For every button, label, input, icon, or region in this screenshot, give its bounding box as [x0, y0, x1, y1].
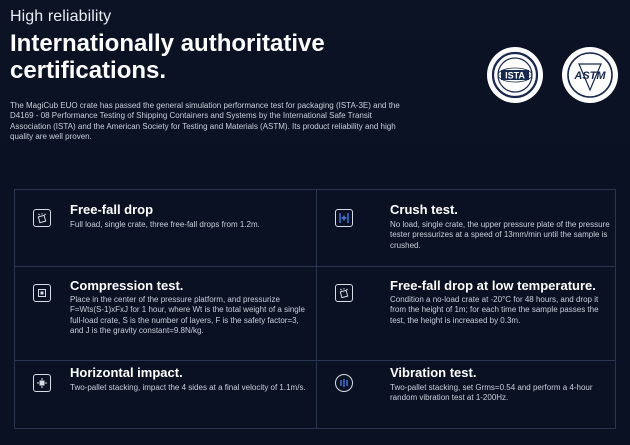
compression-icon [33, 284, 51, 302]
test-title: Free-fall drop at low temperature. [390, 278, 596, 293]
vibration-icon [335, 374, 353, 392]
hero-description: The MagiCub EUO crate has passed the gen… [10, 101, 400, 141]
test-title: Compression test. [70, 278, 184, 293]
test-card-crush: Crush test. No load, single crate, the u… [317, 190, 617, 266]
astm-badge-text: ASTM [573, 70, 606, 82]
drop-icon [33, 209, 51, 227]
test-title: Vibration test. [390, 365, 477, 380]
hero-section: High reliability Internationally authori… [0, 0, 630, 180]
test-card-compression: Compression test. Place in the center of… [15, 267, 315, 360]
test-description: Two-pallet stacking, impact the 4 sides … [70, 383, 306, 392]
test-card-vibration: Vibration test. Two-pallet stacking, set… [317, 361, 617, 430]
test-title: Horizontal impact. [70, 365, 183, 380]
page-title: Internationally authoritative certificat… [10, 30, 325, 84]
astm-logo-icon: ASTM [567, 52, 613, 98]
grid-divider-row-2 [15, 360, 615, 361]
test-description: Condition a no-load crate at -20°C for 4… [390, 295, 599, 325]
test-card-horizontal-impact: Horizontal impact. Two-pallet stacking, … [15, 361, 315, 430]
low-temp-drop-icon [335, 284, 353, 302]
test-card-free-fall-drop: Free-fall drop Full load, single crate, … [15, 190, 315, 266]
grid-divider-vertical [316, 190, 317, 428]
astm-badge: ASTM [562, 47, 618, 103]
tests-grid: Free-fall drop Full load, single crate, … [14, 189, 616, 429]
test-title: Crush test. [390, 202, 458, 217]
ista-logo-icon: ISTA [491, 51, 539, 99]
test-description: Two-pallet stacking, set Grms=0.54 and p… [390, 383, 593, 403]
ista-badge: ISTA [487, 47, 543, 103]
test-description: Full load, single crate, three free-fall… [70, 220, 260, 229]
grid-divider-row-1 [15, 266, 615, 267]
test-description: No load, single crate, the upper pressur… [390, 220, 610, 250]
test-title: Free-fall drop [70, 202, 154, 217]
test-card-low-temp-drop: Free-fall drop at low temperature. Condi… [317, 267, 617, 360]
test-description: Place in the center of the pressure plat… [70, 295, 305, 335]
crush-icon [335, 209, 353, 227]
ista-badge-text: ISTA [505, 71, 525, 81]
eyebrow-text: High reliability [10, 8, 112, 25]
impact-icon [33, 374, 51, 392]
